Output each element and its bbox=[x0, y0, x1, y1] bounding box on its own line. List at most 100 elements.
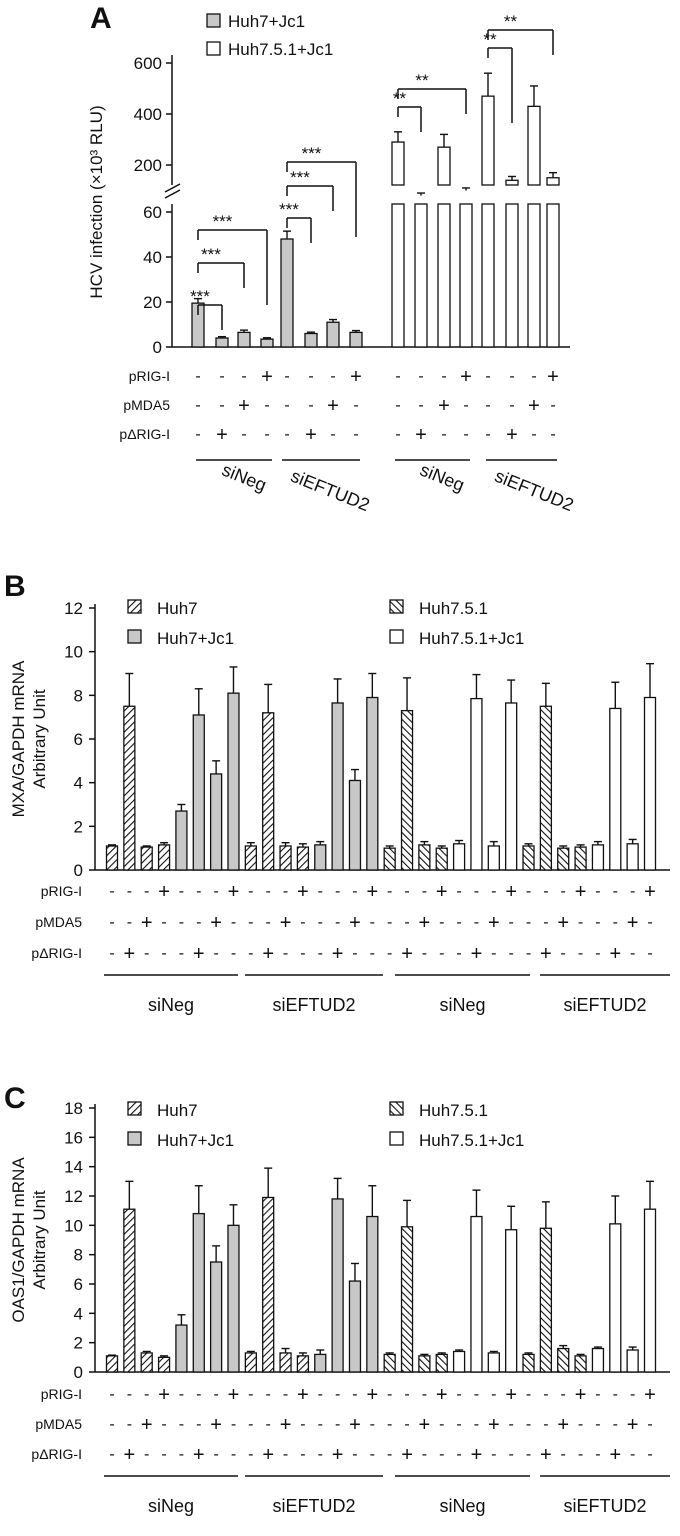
B-table-sign: - bbox=[300, 945, 305, 962]
a-sig-stars: ** bbox=[415, 71, 429, 90]
C-table-sign: - bbox=[179, 1416, 184, 1433]
C-bar bbox=[279, 1352, 292, 1373]
C-table-sign: - bbox=[109, 1446, 114, 1463]
C-table-sign: - bbox=[526, 1386, 531, 1403]
B-y-tick-label: 8 bbox=[74, 686, 83, 705]
a-group-label: siNeg bbox=[417, 460, 467, 496]
a-sig-stars: *** bbox=[290, 168, 310, 187]
a-bar-huh751jc1 bbox=[527, 105, 541, 186]
C-table-sign: - bbox=[248, 1416, 253, 1433]
C-table-sign: + bbox=[505, 1384, 517, 1406]
C-bar bbox=[522, 1353, 535, 1373]
C-legend-swatch bbox=[389, 1131, 404, 1146]
a-table-sign: - bbox=[330, 368, 335, 385]
B-bar bbox=[574, 846, 587, 871]
C-table-sign: - bbox=[318, 1416, 323, 1433]
B-table-sign: - bbox=[283, 883, 288, 900]
B-legend-swatch bbox=[127, 599, 142, 614]
B-y-tick-label: 0 bbox=[74, 861, 83, 880]
a-bar-huh7jc1 bbox=[280, 238, 294, 348]
B-table-sign: - bbox=[266, 914, 271, 931]
C-legend-swatch bbox=[127, 1101, 142, 1116]
B-table-sign: - bbox=[561, 883, 566, 900]
B-table-sign: - bbox=[387, 945, 392, 962]
C-group-label: siEFTUD2 bbox=[272, 1496, 355, 1516]
B-bar bbox=[435, 847, 448, 871]
a-table-sign: - bbox=[418, 368, 423, 385]
a-axis-break-mark bbox=[164, 189, 181, 199]
a-table-sign: - bbox=[550, 397, 555, 414]
C-table-sign: - bbox=[526, 1446, 531, 1463]
a-table-sign: + bbox=[438, 395, 450, 417]
C-y-tick-label: 18 bbox=[64, 1099, 83, 1118]
a-bar-huh751jc1 bbox=[481, 203, 495, 348]
a-bar-huh7jc1 bbox=[304, 332, 318, 348]
B-table-sign: - bbox=[213, 883, 218, 900]
B-table-sign: - bbox=[543, 883, 548, 900]
a-legend-swatch bbox=[206, 13, 221, 28]
a-table-sign: + bbox=[506, 424, 518, 446]
a-table-sign: - bbox=[264, 397, 269, 414]
C-table-sign: - bbox=[144, 1446, 149, 1463]
a-table-sign: - bbox=[353, 397, 358, 414]
C-table-sign: - bbox=[491, 1386, 496, 1403]
B-table-sign: - bbox=[179, 883, 184, 900]
B-group-label: siEFTUD2 bbox=[272, 995, 355, 1015]
a-sig-stars: ** bbox=[504, 12, 518, 31]
a-bar-huh751jc1 bbox=[546, 177, 560, 186]
a-sig-stars: ** bbox=[393, 89, 407, 108]
B-table-sign: - bbox=[508, 914, 513, 931]
a-table-sign: + bbox=[547, 366, 559, 388]
C-table-row-label-1: pMDA5 bbox=[35, 1416, 82, 1432]
B-table-sign: - bbox=[387, 883, 392, 900]
B-table-sign: - bbox=[474, 883, 479, 900]
B-table-sign: - bbox=[647, 945, 652, 962]
B-table-sign: - bbox=[335, 883, 340, 900]
a-table-sign: - bbox=[284, 397, 289, 414]
C-legend-swatch bbox=[389, 1101, 404, 1116]
C-table-sign: + bbox=[332, 1444, 344, 1466]
B-table-sign: - bbox=[595, 945, 600, 962]
B-y-tick-label: 12 bbox=[64, 599, 83, 618]
C-table-sign: - bbox=[231, 1416, 236, 1433]
a-table-sign: - bbox=[308, 368, 313, 385]
B-table-sign: - bbox=[248, 914, 253, 931]
C-bar bbox=[209, 1261, 223, 1373]
B-bar bbox=[487, 845, 500, 871]
C-legend-swatch bbox=[127, 1131, 142, 1146]
B-bar bbox=[209, 773, 223, 871]
C-table-sign: - bbox=[456, 1446, 461, 1463]
B-bar bbox=[539, 705, 553, 871]
B-table-sign: + bbox=[366, 881, 378, 903]
a-bar-huh7jc1 bbox=[215, 337, 229, 348]
C-legend-label: Huh7.5.1 bbox=[419, 1101, 488, 1120]
B-bar bbox=[314, 844, 327, 871]
C-table-sign: - bbox=[543, 1386, 548, 1403]
a-y-tick-label: 600 bbox=[134, 54, 162, 73]
C-y-tick-label: 0 bbox=[74, 1363, 83, 1382]
B-table-sign: - bbox=[439, 945, 444, 962]
a-group-label: siEFTUD2 bbox=[288, 466, 372, 516]
a-axis-break-mark bbox=[164, 183, 181, 193]
a-y-tick-label: 0 bbox=[153, 338, 162, 357]
C-table-sign: + bbox=[471, 1444, 483, 1466]
a-table-sign: - bbox=[509, 397, 514, 414]
C-table-sign: - bbox=[127, 1386, 132, 1403]
B-bar bbox=[192, 714, 205, 871]
C-bar bbox=[574, 1355, 587, 1373]
a-table-sign: - bbox=[441, 368, 446, 385]
a-table-row-label-2: pΔRIG-I bbox=[119, 426, 170, 442]
a-table-sign: + bbox=[528, 395, 540, 417]
B-y-axis-title: Arbitrary Unit bbox=[30, 689, 49, 788]
C-bar bbox=[123, 1208, 136, 1373]
C-table-sign: - bbox=[543, 1416, 548, 1433]
C-table-sign: - bbox=[248, 1446, 253, 1463]
C-table-sign: - bbox=[630, 1386, 635, 1403]
B-bar bbox=[470, 697, 483, 871]
B-bar bbox=[418, 844, 431, 871]
C-table-sign: - bbox=[422, 1386, 427, 1403]
a-table-sign: - bbox=[550, 426, 555, 443]
B-table-sign: - bbox=[248, 945, 253, 962]
a-table-sign: - bbox=[308, 397, 313, 414]
B-y-tick-label: 6 bbox=[74, 730, 83, 749]
